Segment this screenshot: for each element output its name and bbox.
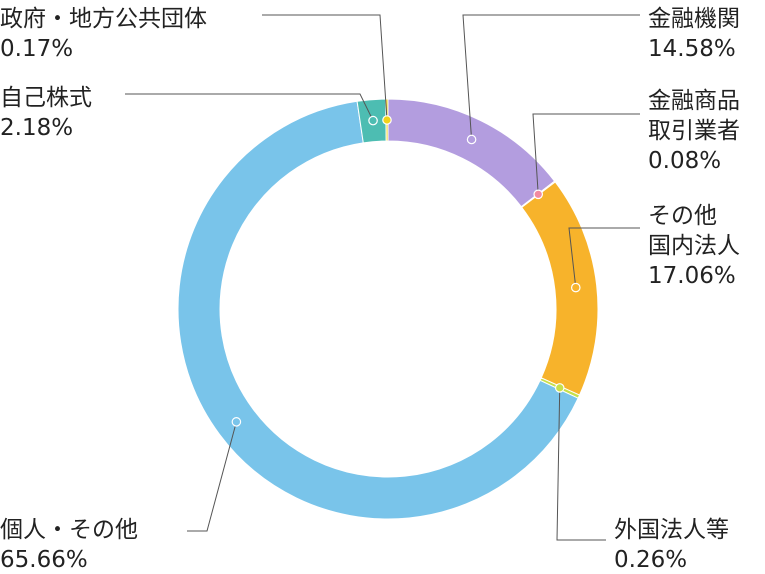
slice-percent-label: 65.66% [0, 547, 88, 573]
slice-marker-6 [382, 115, 392, 125]
slice-percent-label: 17.06% [648, 263, 736, 289]
slice-2 [521, 181, 599, 396]
leader-line-1 [532, 113, 640, 195]
slice-marker-1 [533, 189, 544, 200]
slice-percent-label: 0.17% [0, 36, 73, 62]
slice-marker-3 [554, 383, 565, 393]
slice-name-label: 金融商品 [648, 88, 740, 114]
slice-marker-0 [466, 134, 477, 145]
donut-slices [177, 98, 599, 520]
slice-name-label: 自己株式 [0, 85, 92, 111]
slice-name-label: 外国法人等 [614, 517, 729, 543]
slice-name-label: 個人・その他 [0, 517, 138, 543]
slice-marker-5 [368, 115, 378, 126]
leader-line-0 [462, 14, 640, 140]
slice-name-label: 取引業者 [648, 118, 740, 144]
slice-marker-2 [570, 282, 581, 293]
slice-name-label: 政府・地方公共団体 [0, 6, 207, 32]
slice-name-label: 金融機関 [648, 6, 740, 32]
slice-percent-label: 0.08% [648, 148, 721, 174]
slice-marker-4 [231, 417, 242, 427]
slice-percent-label: 14.58% [648, 36, 736, 62]
slice-name-label: その他 [648, 203, 717, 229]
leader-line-3 [556, 387, 606, 541]
slice-percent-label: 0.26% [614, 547, 687, 573]
leader-lines [125, 14, 640, 541]
slice-4 [177, 100, 579, 520]
leader-line-5 [125, 93, 374, 121]
leader-line-2 [568, 227, 640, 288]
slice-0 [387, 98, 556, 208]
leader-line-6 [262, 14, 388, 121]
slice-percent-label: 2.18% [0, 115, 73, 141]
leader-line-4 [187, 421, 237, 532]
slice-name-label: 国内法人 [648, 233, 740, 259]
